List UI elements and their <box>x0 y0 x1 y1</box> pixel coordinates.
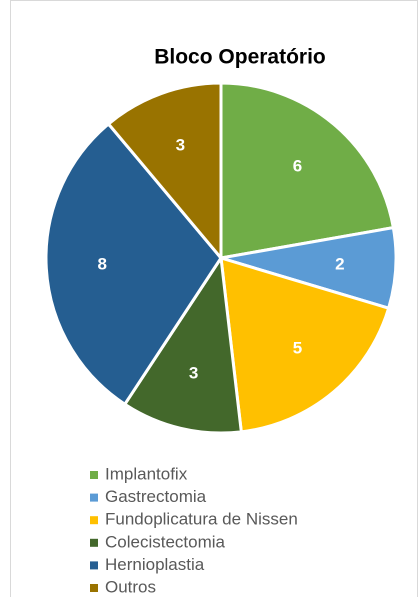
pie-slice <box>219 255 391 434</box>
legend-label: Colecistectomia <box>105 532 226 551</box>
legend-label: Implantofix <box>105 464 188 483</box>
legend-label: Hernioplastia <box>105 555 205 574</box>
legend-swatch <box>90 561 98 570</box>
data-label: 3 <box>189 363 198 382</box>
data-label: 2 <box>335 254 344 273</box>
pie-slice <box>106 81 223 263</box>
legend-label: Gastrectomia <box>105 487 207 506</box>
pie-slice <box>44 121 223 407</box>
pie-slice <box>219 81 396 260</box>
legend-label: Outros <box>105 577 156 596</box>
data-label: 6 <box>293 156 302 175</box>
legend-swatch <box>90 584 98 592</box>
data-label: 5 <box>293 339 302 358</box>
chart-title: Bloco Operatório <box>154 46 326 69</box>
legend-swatch <box>90 516 98 525</box>
pie-slice <box>122 253 243 435</box>
data-label: 3 <box>176 136 185 155</box>
legend-swatch <box>90 538 98 547</box>
legend-label: Fundoplicatura de Nissen <box>105 510 298 529</box>
data-label: 8 <box>97 254 106 273</box>
legend-swatch <box>90 493 98 502</box>
legend-swatch <box>90 471 98 479</box>
